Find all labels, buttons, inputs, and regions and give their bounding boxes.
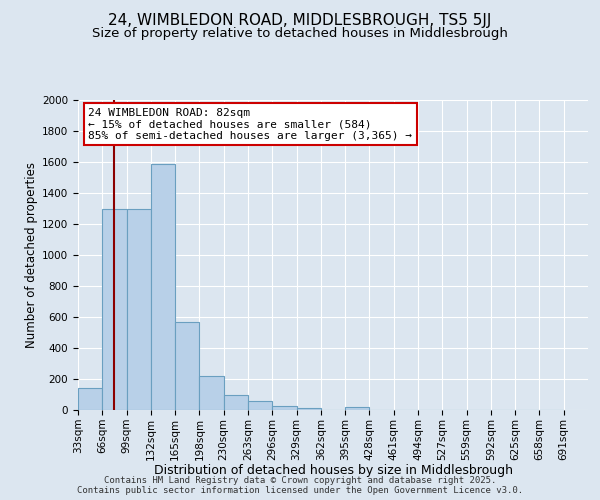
X-axis label: Distribution of detached houses by size in Middlesbrough: Distribution of detached houses by size … (154, 464, 512, 477)
Bar (127, 208, 151, 410)
Bar (296, 408, 321, 410)
Text: 24, WIMBLEDON ROAD, MIDDLESBROUGH, TS5 5JJ: 24, WIMBLEDON ROAD, MIDDLESBROUGH, TS5 5… (109, 12, 491, 28)
Bar (224, 394, 248, 410)
Bar (175, 322, 199, 410)
Bar (345, 407, 370, 410)
Y-axis label: Number of detached properties: Number of detached properties (25, 162, 38, 348)
Text: 24 WIMBLEDON ROAD: 82sqm
← 15% of detached houses are smaller (584)
85% of semi-: 24 WIMBLEDON ROAD: 82sqm ← 15% of detach… (88, 108, 412, 141)
Bar (272, 406, 296, 410)
Text: Size of property relative to detached houses in Middlesbrough: Size of property relative to detached ho… (92, 28, 508, 40)
Bar (199, 376, 224, 410)
Text: Contains HM Land Registry data © Crown copyright and database right 2025.
Contai: Contains HM Land Registry data © Crown c… (77, 476, 523, 495)
Bar (102, 208, 127, 410)
Bar (78, 388, 102, 410)
Bar (151, 164, 175, 410)
Bar (248, 402, 272, 410)
